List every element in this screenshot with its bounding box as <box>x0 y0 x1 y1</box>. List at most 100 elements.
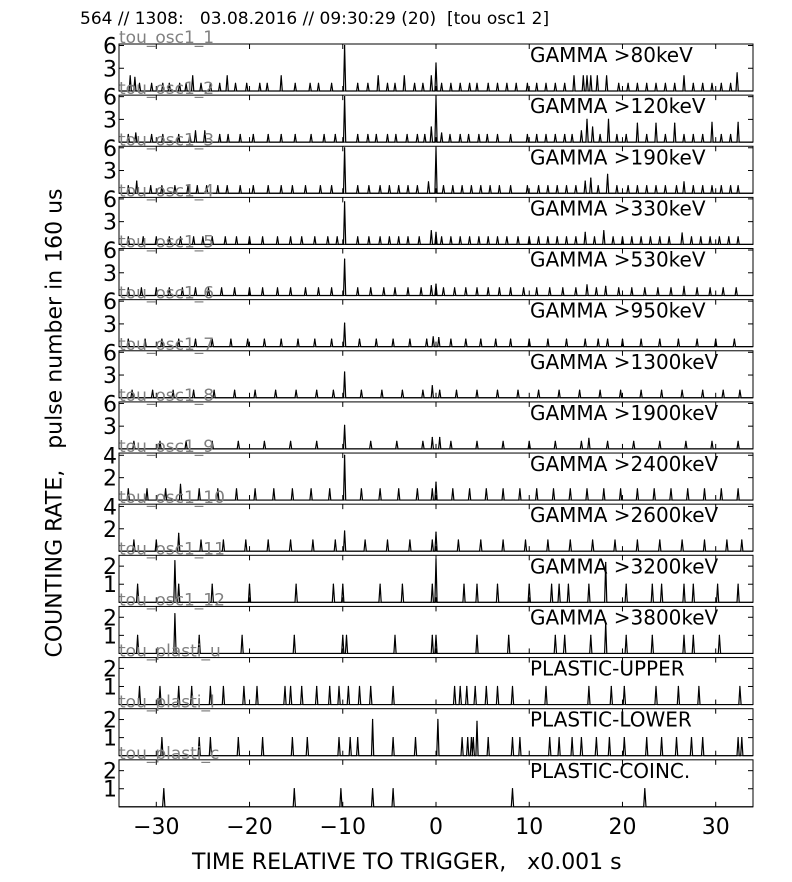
data-point <box>519 488 521 490</box>
data-point <box>217 488 219 490</box>
data-point <box>584 180 586 182</box>
data-point <box>432 336 434 338</box>
data-point <box>605 622 607 624</box>
data-point <box>711 82 713 84</box>
data-point <box>620 488 622 490</box>
data-point <box>476 389 478 391</box>
data-point <box>633 440 635 442</box>
data-point <box>717 583 719 585</box>
data-point <box>661 737 663 739</box>
data-point <box>480 338 482 340</box>
panel-11: 12 GAMMA >3200keV tou_osc1_11 <box>103 539 754 603</box>
data-point <box>737 488 739 490</box>
data-point <box>625 634 627 637</box>
data-point <box>476 720 478 722</box>
data-point <box>370 685 372 688</box>
data-point <box>472 737 474 739</box>
data-point <box>316 389 318 391</box>
data-point <box>735 287 737 289</box>
data-point <box>722 389 724 391</box>
data-point <box>664 185 667 187</box>
data-point <box>450 236 452 238</box>
data-point <box>496 389 499 391</box>
data-point <box>338 685 340 688</box>
data-point <box>435 96 437 98</box>
data-point <box>357 737 359 739</box>
data-point <box>586 75 588 77</box>
y-tick-label: 1 <box>103 778 117 803</box>
data-point <box>360 389 362 391</box>
data-point <box>306 737 308 739</box>
data-point <box>607 173 609 175</box>
data-point <box>344 44 346 47</box>
data-point <box>558 389 560 391</box>
data-point <box>248 236 251 238</box>
data-point <box>290 236 292 238</box>
data-point <box>383 287 385 289</box>
data-point <box>219 133 221 136</box>
panel-8: 36 GAMMA >1900keV tou_osc1_8 <box>103 386 754 450</box>
data-point <box>370 287 372 289</box>
data-point <box>567 583 570 585</box>
data-point <box>711 121 713 123</box>
data-point <box>430 126 432 128</box>
data-point <box>683 634 685 637</box>
y-tick-label: 3 <box>103 211 117 236</box>
panel-12: 12 GAMMA >3800keV tou_osc1_12 <box>103 590 754 655</box>
data-point <box>401 583 403 585</box>
data-point <box>465 338 467 340</box>
data-point <box>172 389 174 391</box>
data-point <box>290 685 292 688</box>
data-point <box>200 539 202 541</box>
data-point <box>720 185 722 187</box>
data-point <box>677 685 680 688</box>
data-point <box>211 338 213 340</box>
data-point <box>476 82 478 84</box>
data-point <box>174 185 176 187</box>
band-label: GAMMA >1900keV <box>530 401 719 425</box>
data-point <box>659 338 661 340</box>
data-point <box>508 634 510 637</box>
data-point <box>664 133 667 136</box>
data-point <box>545 685 547 688</box>
data-point <box>392 338 394 340</box>
data-point <box>454 685 456 688</box>
data-point <box>168 287 170 289</box>
data-point <box>329 685 331 688</box>
data-point <box>640 389 642 391</box>
data-point <box>267 185 269 187</box>
data-point <box>711 440 713 442</box>
data-point <box>358 338 361 340</box>
data-point <box>739 685 741 688</box>
data-point <box>375 133 377 136</box>
y-tick-label: 6 <box>103 188 117 213</box>
data-point <box>226 75 228 77</box>
data-point <box>510 185 512 187</box>
y-tick-label: 6 <box>103 341 117 366</box>
data-point <box>304 185 307 187</box>
channel-label: tou_osc1_3 <box>119 130 214 150</box>
data-point <box>675 185 678 187</box>
data-point <box>435 558 437 560</box>
data-point <box>558 583 560 585</box>
data-point <box>266 82 268 84</box>
data-point <box>487 737 489 739</box>
data-point <box>334 133 336 136</box>
data-point <box>726 539 728 541</box>
data-point <box>262 737 264 739</box>
data-point <box>528 338 530 340</box>
channel-label: tou_osc1_12 <box>119 590 225 610</box>
data-point <box>737 185 739 187</box>
data-point <box>407 287 409 289</box>
data-point <box>659 539 661 541</box>
data-point <box>235 236 238 238</box>
data-point <box>675 737 678 739</box>
data-point <box>579 389 581 391</box>
data-point <box>234 287 236 289</box>
data-point <box>449 133 451 136</box>
data-point <box>524 539 527 541</box>
data-point <box>614 539 616 541</box>
data-point <box>293 634 295 637</box>
data-point <box>193 236 195 238</box>
